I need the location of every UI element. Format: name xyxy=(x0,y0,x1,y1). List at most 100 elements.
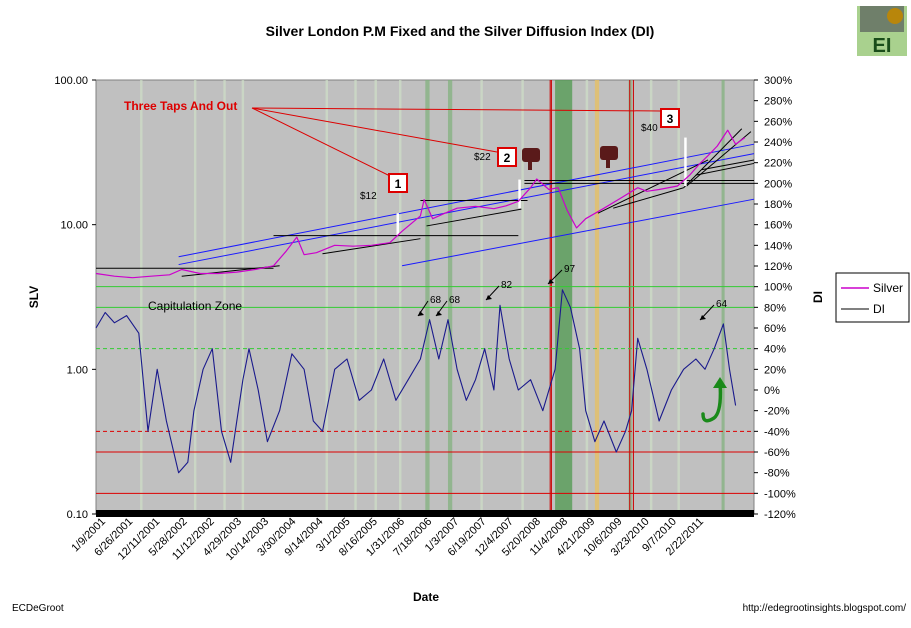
highlight-band xyxy=(649,80,653,514)
footer-url: http://edegrootinsights.blogspot.com/ xyxy=(743,603,907,614)
badge-text: EI xyxy=(873,35,892,57)
highlight-band xyxy=(241,80,245,514)
tap-box-3 xyxy=(660,108,680,128)
legend-silver-label: Silver xyxy=(873,281,903,295)
annotations: Three Taps And Out 1 2 3 $12 $22 $40 68 68 82 97 64… xyxy=(124,99,728,423)
y-right-tick-label: -60% xyxy=(764,447,790,459)
price-label: $40 xyxy=(641,123,658,134)
di-peak-label: 82 xyxy=(501,280,513,291)
price-label: $22 xyxy=(474,152,491,163)
trend-lines xyxy=(96,128,755,277)
trend-2011-a xyxy=(695,162,755,176)
legend: Silver DI xyxy=(835,272,910,323)
tap-number-1: 1 xyxy=(395,177,402,191)
tap-number-3: 3 xyxy=(667,112,674,126)
highlight-bands xyxy=(140,80,725,514)
footer-author: ECDeGroot xyxy=(12,603,64,614)
di-peak-arrowhead xyxy=(548,279,554,284)
highlight-band xyxy=(721,80,725,514)
di-peak-label: 97 xyxy=(564,264,576,275)
tap-pointer-1 xyxy=(251,107,391,177)
highlight-band xyxy=(555,80,573,514)
hand-finger xyxy=(528,160,532,170)
di-peak-arrowhead xyxy=(700,315,706,320)
price-label: $12 xyxy=(360,191,377,202)
hand-palm xyxy=(522,148,540,162)
y-right-tick-label: 40% xyxy=(764,344,786,356)
trend-2005 xyxy=(322,238,421,255)
reference-lines xyxy=(96,286,754,494)
silver-line xyxy=(95,129,746,279)
highlight-band xyxy=(374,80,377,514)
trend-2011-b xyxy=(701,159,755,171)
di-peak-arrowhead xyxy=(418,311,424,316)
y-right-tick-label: -100% xyxy=(764,488,796,500)
y-right-tick-label: 220% xyxy=(764,158,792,170)
highlight-band xyxy=(585,80,589,514)
y-right-tick-label: 120% xyxy=(764,261,792,273)
highlight-band xyxy=(223,80,226,514)
brand-badge: EI xyxy=(857,6,907,57)
y-axis-left-title: SLV xyxy=(27,286,41,308)
green-arrowhead xyxy=(713,377,727,388)
y-right-tick-label: 80% xyxy=(764,302,786,314)
y-left-tick-label: 1.00 xyxy=(67,364,88,376)
highlight-band xyxy=(521,80,524,514)
tap-box-1 xyxy=(388,173,408,193)
y-right-tick-label: 180% xyxy=(764,199,792,211)
y-right-tick-label: 260% xyxy=(764,116,792,128)
y-right-tick-label: -80% xyxy=(764,468,790,480)
series-group xyxy=(95,129,746,474)
y-right-tick-label: 160% xyxy=(764,220,792,232)
di-peak-arrowhead xyxy=(436,311,442,316)
y-right-tick-label: 60% xyxy=(764,323,786,335)
highlight-band xyxy=(677,80,680,514)
di-peak-arrowhead xyxy=(486,295,492,300)
y-left-tick-label: 100.00 xyxy=(54,75,88,87)
di-peak-label: 64 xyxy=(716,299,728,310)
highlight-band xyxy=(354,80,357,514)
trend-2009-b xyxy=(597,159,709,214)
x-tick-strip xyxy=(96,510,754,517)
chart-title: Silver London P.M Fixed and the Silver D… xyxy=(266,23,655,39)
highlight-band xyxy=(398,80,402,514)
y-right-tick-label: 140% xyxy=(764,240,792,252)
x-axis-title: Date xyxy=(413,590,439,604)
coin-icon xyxy=(887,8,903,24)
di-line xyxy=(95,289,737,474)
green-up-arrow xyxy=(701,380,723,423)
plot-area xyxy=(95,79,755,515)
channel-upper-2 xyxy=(178,153,755,266)
tap-box-2 xyxy=(497,147,517,167)
highlight-band xyxy=(447,80,453,514)
highlight-band xyxy=(193,80,197,514)
y-right-tick-label: -40% xyxy=(764,426,790,438)
y-right-tick-label: 20% xyxy=(764,364,786,376)
y-right-tick-label: -120% xyxy=(764,509,796,521)
y-right-tick-label: 0% xyxy=(764,385,780,397)
highlight-band xyxy=(140,80,143,514)
highlight-band xyxy=(425,80,430,514)
pointing-hand-icon xyxy=(600,146,618,168)
hand-finger xyxy=(606,158,610,168)
y-right-tick-label: 280% xyxy=(764,96,792,108)
trend-2009 xyxy=(613,187,684,209)
highlight-band xyxy=(594,80,600,514)
tap-number-2: 2 xyxy=(504,151,511,165)
channel-lower xyxy=(401,198,755,267)
hand-palm xyxy=(600,146,618,160)
highlight-band xyxy=(325,80,328,514)
pointing-hand-icon xyxy=(522,148,540,170)
three-taps-label: Three Taps And Out xyxy=(124,99,237,113)
y-right-tick-label: 300% xyxy=(764,75,792,87)
y-right-tick-label: 100% xyxy=(764,282,792,294)
y-left-tick-label: 10.00 xyxy=(60,220,88,232)
y-right-tick-label: 240% xyxy=(764,137,792,149)
di-peak-label: 68 xyxy=(449,295,461,306)
y-axis-right-title: DI xyxy=(811,291,825,303)
tap-pointer-2 xyxy=(251,107,498,153)
trend-2007 xyxy=(426,208,522,227)
y-left-tick-label: 0.10 xyxy=(67,509,88,521)
